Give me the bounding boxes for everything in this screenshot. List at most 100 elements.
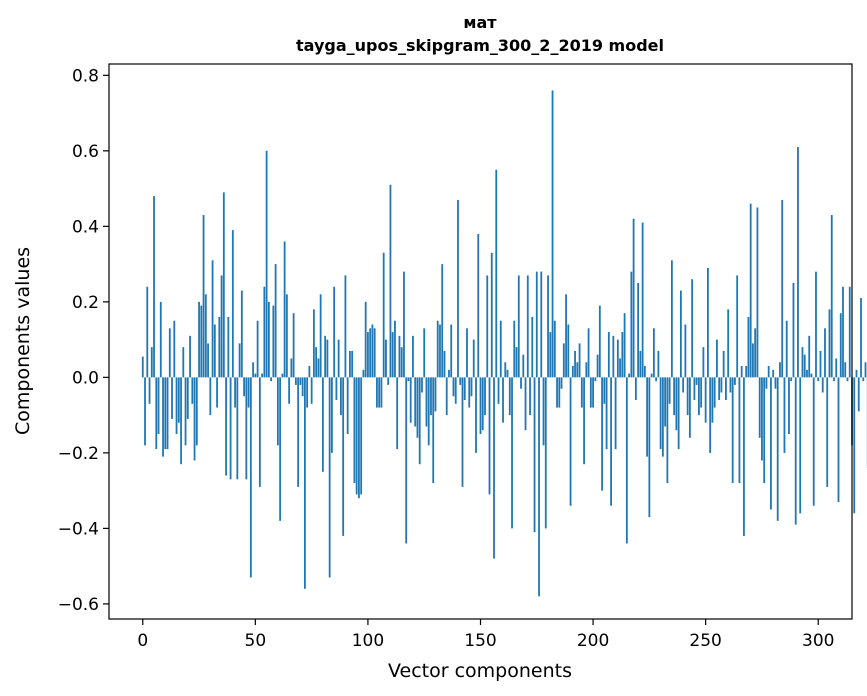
- bar-5: [153, 196, 155, 378]
- bar-107: [382, 252, 385, 378]
- bar-184: [556, 377, 558, 408]
- bar-117: [405, 377, 408, 544]
- bar-245: [693, 377, 696, 401]
- bar-127: [427, 377, 430, 446]
- bar-34: [218, 316, 221, 378]
- bar-205: [603, 377, 606, 404]
- bar-224: [646, 377, 649, 457]
- bar-260: [727, 309, 730, 378]
- bar-29: [207, 343, 209, 378]
- bar-122: [416, 377, 419, 438]
- bar-287: [788, 377, 790, 434]
- x-axis: 0 50 100 150 200 250 300: [137, 619, 834, 651]
- bar-130: [434, 377, 437, 412]
- bar-148: [475, 377, 477, 453]
- bar-186: [560, 377, 563, 389]
- bar-243: [688, 377, 691, 438]
- bar-312: [844, 362, 847, 378]
- bar-309: [837, 377, 840, 502]
- bar-13: [171, 377, 173, 419]
- bar-252: [709, 377, 712, 453]
- bar-191: [571, 366, 574, 378]
- bar-167: [517, 275, 520, 378]
- bar-33: [216, 377, 218, 408]
- bar-128: [430, 377, 432, 416]
- bar-15: [175, 377, 178, 434]
- bar-291: [797, 147, 799, 378]
- bar-215: [625, 377, 628, 544]
- bar-20: [186, 377, 189, 419]
- bar-153: [486, 275, 489, 378]
- bar-17: [180, 377, 182, 465]
- y-tick-label: 0.6: [72, 142, 99, 162]
- bar-206: [605, 377, 608, 450]
- bar-91: [346, 377, 349, 434]
- bar-317: [855, 369, 858, 378]
- bar-254: [713, 377, 716, 408]
- bar-250: [704, 377, 707, 423]
- y-tick-label: 0.2: [72, 293, 99, 313]
- bar-42: [236, 377, 239, 480]
- bar-305: [828, 309, 831, 378]
- bar-300: [817, 377, 820, 382]
- bar-139: [454, 377, 457, 404]
- x-tick-label: 100: [352, 631, 384, 651]
- x-tick-label: 200: [577, 631, 609, 651]
- bar-146: [470, 377, 473, 397]
- x-tick-label: 0: [137, 631, 148, 651]
- bar-217: [630, 271, 633, 378]
- bar-142: [461, 377, 464, 487]
- bar-270: [749, 203, 752, 378]
- bar-36: [222, 192, 225, 378]
- bar-253: [711, 377, 714, 423]
- bar-87: [337, 339, 340, 378]
- bar-230: [659, 377, 662, 450]
- bar-66: [290, 358, 293, 378]
- bar-195: [580, 377, 583, 408]
- bar-183: [553, 320, 556, 378]
- bar-274: [758, 377, 761, 438]
- bar-307: [833, 377, 835, 382]
- bar-0: [141, 356, 144, 378]
- bar-39: [229, 377, 232, 480]
- bar-284: [781, 199, 784, 378]
- bar-10: [164, 377, 167, 450]
- bar-313: [846, 377, 849, 382]
- x-tick-label: 300: [802, 631, 834, 651]
- bar-77: [315, 347, 318, 378]
- bar-137: [450, 324, 453, 378]
- bar-96: [358, 377, 360, 499]
- bar-181: [549, 332, 552, 378]
- y-tick-label: 0.8: [72, 66, 99, 86]
- bar-316: [853, 377, 856, 514]
- bar-75: [310, 377, 313, 404]
- bar-157: [495, 169, 498, 378]
- bar-227: [652, 328, 655, 378]
- bar-88: [340, 377, 342, 416]
- bar-294: [803, 354, 806, 378]
- x-axis-label: Vector components: [388, 660, 572, 682]
- bar-52: [258, 377, 261, 487]
- bar-48: [249, 377, 252, 578]
- bar-263: [734, 377, 736, 385]
- bar-232: [664, 377, 667, 427]
- bar-272: [754, 328, 757, 378]
- bar-21: [189, 335, 191, 378]
- bar-106: [380, 377, 383, 408]
- bar-277: [765, 377, 768, 389]
- bar-55: [265, 150, 268, 378]
- bar-235: [670, 260, 673, 378]
- bar-255: [716, 339, 718, 378]
- bar-311: [842, 286, 844, 378]
- bar-156: [493, 377, 495, 559]
- bar-73: [306, 377, 309, 408]
- bar-249: [702, 347, 705, 378]
- bar-14: [173, 320, 176, 378]
- bar-187: [562, 343, 565, 378]
- bar-94: [353, 377, 356, 484]
- y-axis-label: Components values: [12, 247, 34, 435]
- bar-248: [700, 377, 703, 408]
- bar-143: [463, 377, 466, 401]
- bar-141: [459, 377, 462, 385]
